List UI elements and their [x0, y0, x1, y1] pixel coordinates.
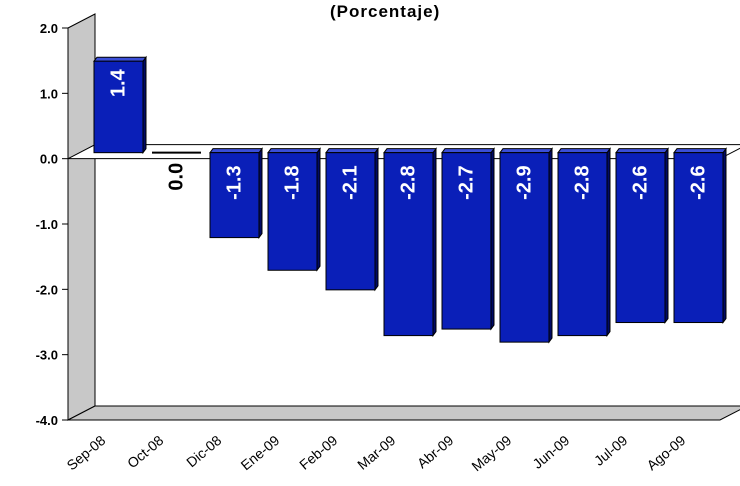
chart-title: (Porcentaje) [330, 2, 441, 21]
data-label: -1.3 [224, 165, 246, 199]
y-tick-label: -2.0 [36, 282, 58, 297]
bar-top [93, 56, 147, 62]
data-label: -2.1 [340, 165, 362, 199]
y-tick-label: 2.0 [40, 21, 58, 36]
bar [615, 152, 666, 324]
bar [557, 152, 608, 337]
y-tick-label: 1.0 [40, 86, 58, 101]
x-tick-label: Ago-09 [644, 432, 689, 473]
bar [325, 152, 376, 291]
bar-top [441, 148, 495, 154]
x-tick-label: Jun-09 [529, 432, 572, 472]
bar-top [615, 148, 669, 154]
x-tick-label: Mar-09 [354, 432, 398, 473]
y-tick-label: -3.0 [36, 348, 58, 363]
bar-top [267, 148, 321, 154]
x-tick-label: Jul-09 [591, 432, 631, 469]
floor [67, 405, 740, 421]
bar-top [209, 148, 263, 154]
bar-top [499, 148, 553, 154]
data-label: -1.8 [282, 165, 304, 199]
bar-top [557, 148, 611, 154]
y-tick-label: 0.0 [40, 152, 58, 167]
y-tick-label: -1.0 [36, 217, 58, 232]
bar [673, 152, 724, 324]
x-tick-label: Abr-09 [414, 432, 457, 471]
x-tick-label: Dic-08 [183, 432, 224, 470]
bar [383, 152, 434, 337]
bar [441, 152, 492, 330]
bar [499, 152, 550, 343]
data-label: -2.8 [572, 165, 594, 199]
data-label: 0.0 [166, 163, 188, 191]
bar-top [673, 148, 727, 154]
x-tick-label: Sep-08 [64, 432, 109, 473]
data-label: 1.4 [108, 68, 130, 97]
bar [209, 152, 260, 239]
back-wall [67, 13, 96, 421]
bar [93, 60, 144, 154]
x-tick-label: Ene-09 [238, 432, 283, 473]
data-label: -2.9 [514, 165, 536, 199]
data-label: -2.8 [398, 165, 420, 199]
bar-top [325, 148, 379, 154]
data-label: -2.7 [456, 165, 478, 199]
bar-top [383, 148, 437, 154]
y-tick-label: -4.0 [36, 413, 58, 428]
data-label: -2.6 [688, 165, 710, 199]
x-tick-label: May-09 [468, 432, 514, 474]
x-tick-label: Oct-08 [124, 432, 167, 471]
x-tick-label: Feb-09 [296, 432, 340, 473]
bar [267, 152, 318, 271]
data-label: -2.6 [630, 165, 652, 199]
